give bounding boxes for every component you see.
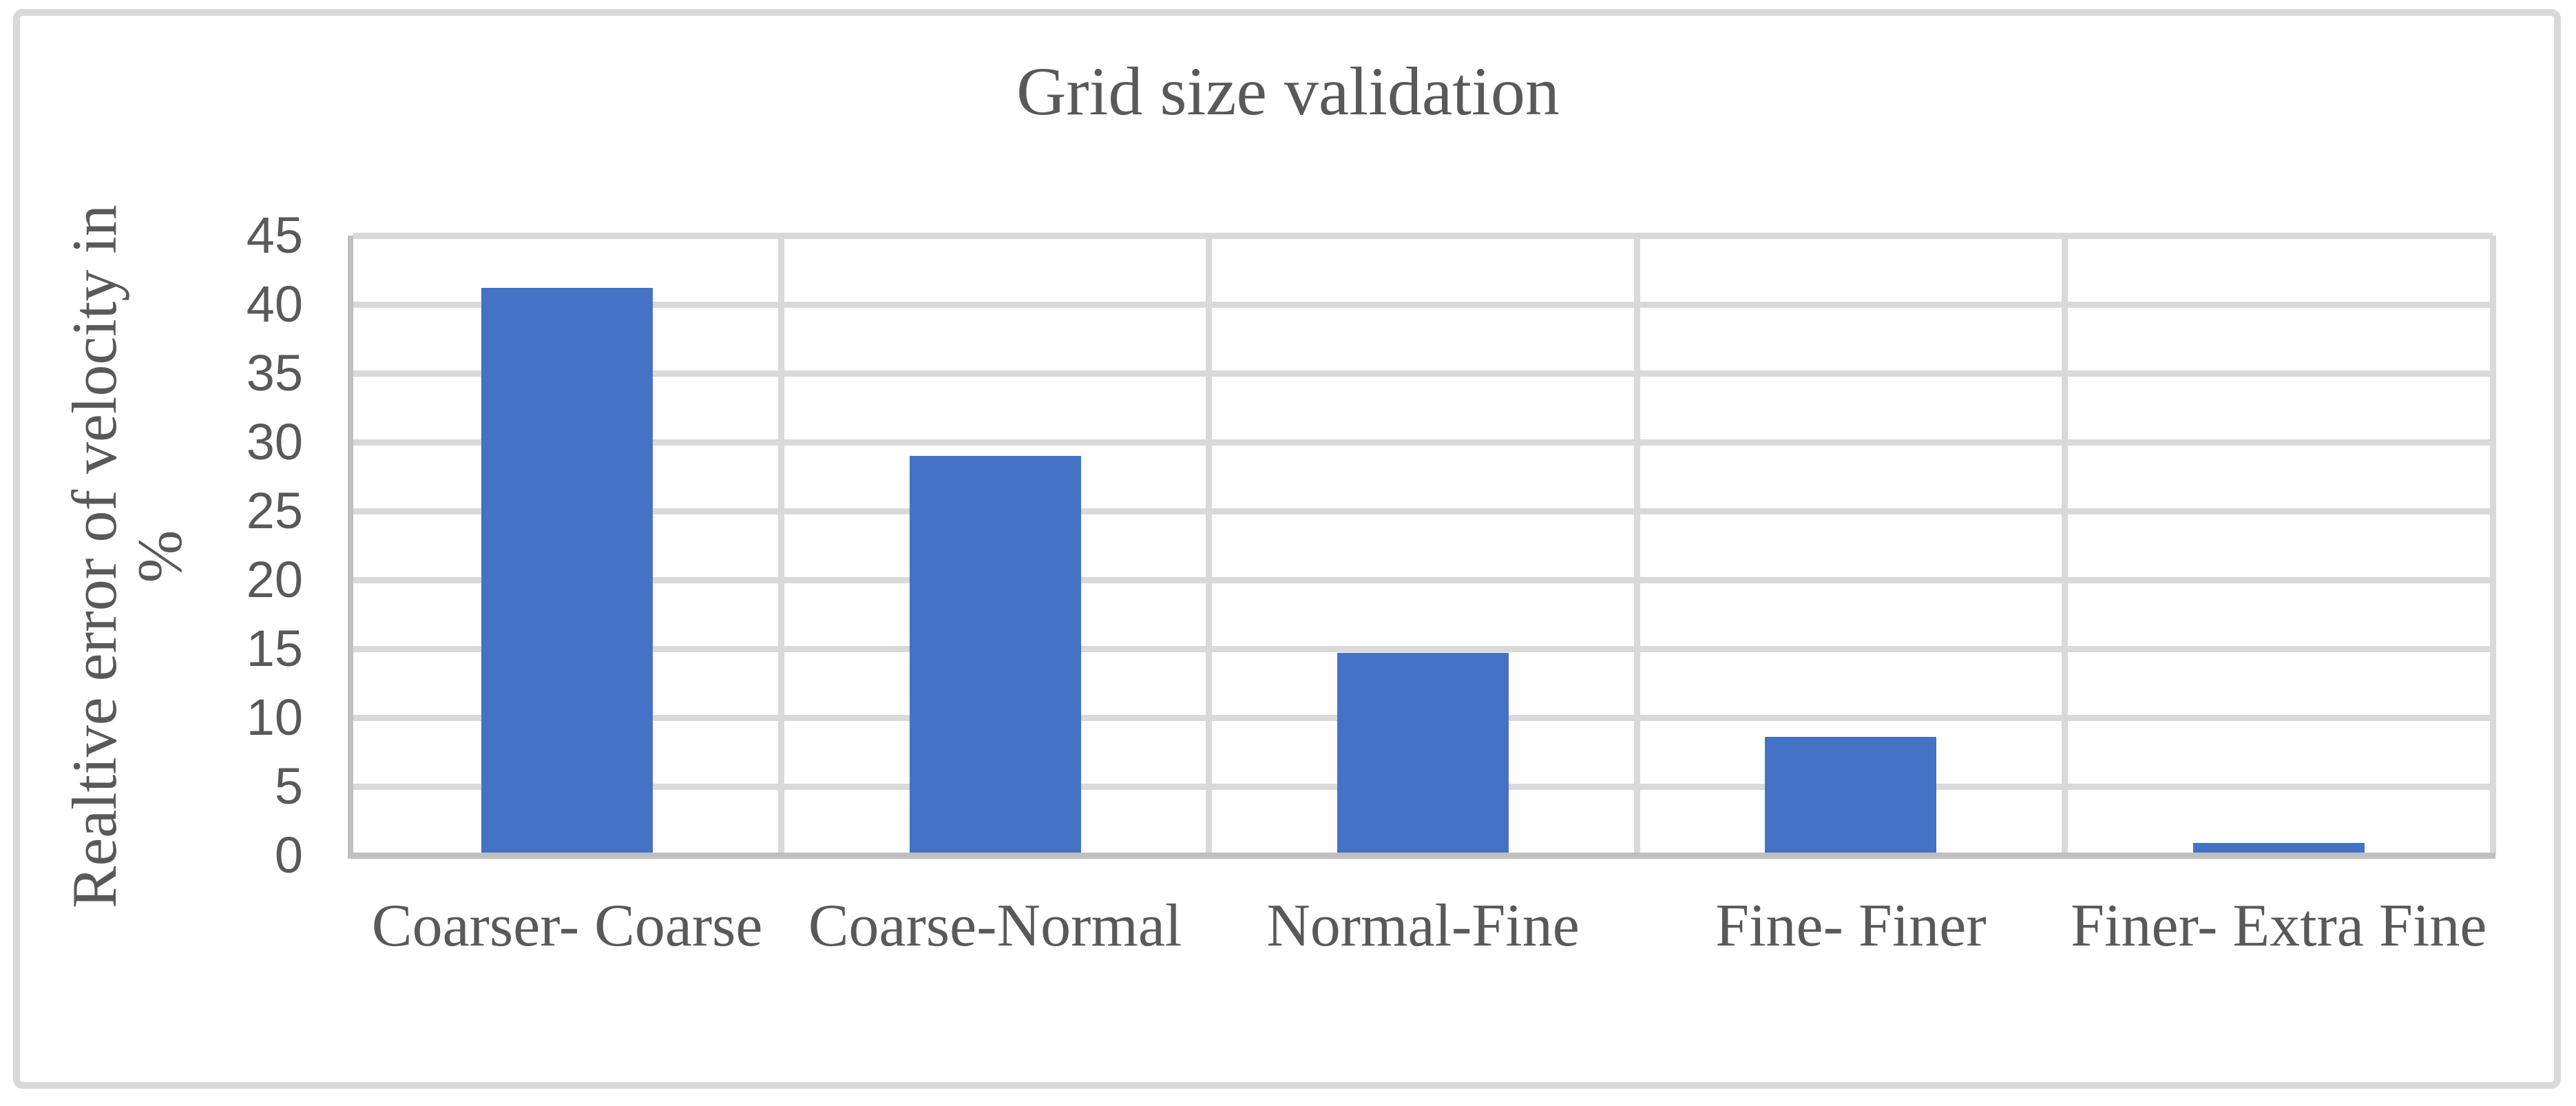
bar-normal-fine bbox=[1337, 653, 1509, 855]
x-category-label: Finer- Extra Fine bbox=[2071, 893, 2487, 959]
x-category-label: Normal-Fine bbox=[1266, 893, 1580, 959]
plot-area: 0 5 10 15 20 25 30 35 40 45 Coarser- Coarse Coarse-… bbox=[247, 208, 2496, 959]
y-tick-label: 45 bbox=[246, 207, 303, 264]
x-category-label: Coarse-Normal bbox=[808, 893, 1182, 959]
y-tick-label: 25 bbox=[246, 482, 303, 539]
y-tick-label: 35 bbox=[246, 344, 303, 401]
gridline-horizontal bbox=[353, 508, 2493, 514]
y-axis-line bbox=[348, 236, 353, 858]
chart-border bbox=[13, 9, 2561, 1089]
gridline-vertical bbox=[1633, 236, 1640, 855]
gridline-horizontal bbox=[353, 645, 2493, 652]
y-tick-label: 15 bbox=[246, 620, 303, 677]
bar-coarser-coarse bbox=[481, 288, 653, 855]
y-tick-label: 30 bbox=[246, 413, 303, 470]
bar-fine-finer bbox=[1765, 737, 1937, 855]
gridline-vertical bbox=[2489, 236, 2496, 855]
gridline-horizontal bbox=[353, 370, 2493, 377]
y-tick-label: 10 bbox=[246, 689, 303, 746]
gridline-vertical bbox=[1206, 236, 1213, 855]
gridline-horizontal bbox=[353, 439, 2493, 446]
bar-finer-extra-fine bbox=[2192, 843, 2365, 855]
gridline-horizontal bbox=[353, 576, 2493, 583]
y-tick-label: 5 bbox=[274, 758, 303, 815]
x-category-label: Fine- Finer bbox=[1715, 893, 1987, 959]
chart-title: Grid size validation bbox=[1016, 53, 1560, 129]
gridline-vertical bbox=[2062, 236, 2069, 855]
y-tick-label: 20 bbox=[246, 551, 303, 608]
x-axis-line bbox=[348, 853, 2495, 859]
gridline-horizontal bbox=[353, 232, 2493, 239]
y-axis-title-line-1: Realtive error of velocity in bbox=[59, 205, 129, 908]
bar-coarse-normal bbox=[909, 456, 1081, 855]
x-category-label: Coarser- Coarse bbox=[371, 893, 763, 959]
gridline-vertical bbox=[777, 236, 784, 855]
gridline-horizontal bbox=[353, 301, 2493, 308]
y-tick-label: 0 bbox=[274, 826, 303, 884]
y-tick-label: 40 bbox=[246, 275, 303, 333]
